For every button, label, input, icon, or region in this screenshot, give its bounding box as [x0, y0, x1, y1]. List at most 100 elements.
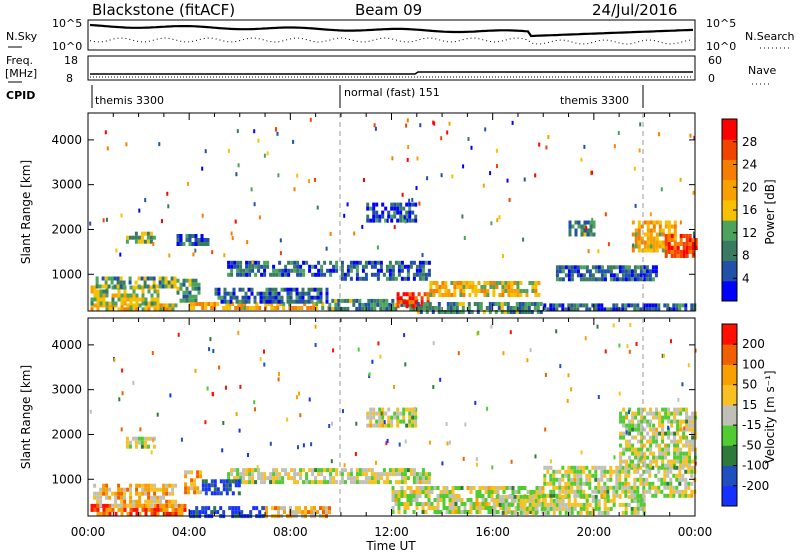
heatmap-cell [161, 219, 163, 224]
heatmap-cell [496, 510, 500, 514]
heatmap-cell [555, 506, 559, 511]
heatmap-cell [96, 293, 100, 298]
heatmap-cell [361, 480, 365, 485]
heatmap-cell [349, 480, 353, 485]
heatmap-cell [405, 210, 409, 215]
heatmap-cell [171, 483, 175, 488]
heatmap-cell [90, 289, 94, 294]
heatmap-cell [370, 264, 374, 269]
heatmap-cell [135, 293, 139, 298]
heatmap-cell [191, 234, 195, 238]
heatmap-cell [437, 310, 441, 314]
heatmap-cell [661, 459, 665, 464]
heatmap-cell [654, 273, 658, 278]
heatmap-cell [156, 297, 160, 302]
heatmap-cell [137, 235, 141, 240]
heatmap-cell [259, 295, 263, 300]
heatmap-cell [134, 239, 138, 244]
heatmap-cell [126, 293, 130, 298]
heatmap-cell [227, 260, 231, 265]
heatmap-cell [555, 502, 559, 507]
heatmap-cell [631, 435, 635, 440]
heatmap-cell [194, 298, 198, 303]
y-tick-label: 2000 [51, 427, 82, 441]
heatmap-cell [114, 495, 118, 500]
heatmap-cell [442, 490, 446, 494]
colorbar-segment [722, 220, 737, 241]
heatmap-cell [265, 291, 269, 296]
heatmap-cell [655, 236, 659, 241]
heatmap-cell [615, 307, 619, 312]
heatmap-cell [263, 153, 266, 158]
heatmap-cell [414, 304, 418, 309]
heatmap-cell [658, 224, 662, 229]
heatmap-cell [174, 483, 178, 488]
heatmap-cell [185, 298, 189, 303]
heatmap-cell [603, 506, 607, 511]
heatmap-cell [421, 486, 425, 490]
heatmap-cell [204, 483, 208, 488]
heatmap-cell [446, 441, 449, 446]
heatmap-cell [585, 303, 589, 308]
heatmap-cell [212, 349, 215, 353]
heatmap-cell [640, 415, 644, 420]
heatmap-cell [99, 289, 103, 294]
heatmap-cell [634, 244, 638, 249]
heatmap-cell [152, 436, 156, 441]
heatmap-cell [102, 483, 106, 488]
heatmap-cell [414, 415, 418, 420]
heatmap-cell [123, 491, 127, 496]
heatmap-cell [585, 510, 589, 515]
heatmap-cell [529, 490, 533, 494]
heatmap-cell [120, 495, 124, 500]
heatmap-cell [408, 218, 412, 223]
heatmap-cell [582, 273, 586, 278]
heatmap-cell [549, 493, 553, 498]
heatmap-cell [217, 291, 221, 296]
heatmap-cell [676, 250, 680, 254]
heatmap-cell [99, 503, 103, 508]
heatmap-cell [509, 310, 513, 314]
heatmap-cell [631, 443, 635, 448]
heatmap-cell [408, 210, 412, 215]
heatmap-cell [159, 487, 163, 492]
heatmap-cell [282, 306, 286, 310]
heatmap-cell [236, 272, 240, 277]
heatmap-cell [126, 487, 130, 492]
heatmap-cell [228, 483, 232, 488]
heatmap-cell [258, 306, 262, 310]
heatmap-cell [415, 472, 419, 477]
heatmap-cell [411, 197, 414, 202]
heatmap-cell [609, 269, 613, 274]
heatmap-cell [368, 372, 371, 377]
heatmap-cell [144, 507, 148, 512]
heatmap-cell [391, 156, 394, 161]
heatmap-cell [254, 272, 258, 277]
heatmap-cell [567, 510, 571, 515]
heatmap-cell [513, 494, 517, 499]
heatmap-cell [627, 465, 631, 470]
heatmap-cell [510, 510, 514, 515]
heatmap-cell [131, 436, 135, 441]
heatmap-cell [622, 407, 626, 412]
x-tick-label: 00:00 [71, 525, 106, 539]
heatmap-cell [192, 302, 196, 306]
heatmap-cell [402, 419, 406, 424]
heatmap-cell [603, 469, 607, 474]
heatmap-cell [295, 299, 299, 304]
heatmap-cell [579, 502, 583, 507]
heatmap-cell [173, 276, 177, 281]
heatmap-cell [140, 239, 144, 244]
heatmap-cell [585, 226, 588, 231]
heatmap-cell [637, 224, 641, 229]
heatmap-cell [612, 469, 616, 474]
heatmap-cell [588, 273, 592, 278]
heatmap-cell [639, 498, 643, 503]
heatmap-cell [193, 490, 197, 495]
heatmap-cell [688, 439, 692, 444]
heatmap-cell [687, 481, 691, 486]
heatmap-cell [618, 485, 622, 490]
heatmap-cell [681, 493, 685, 498]
heatmap-cell [313, 287, 317, 292]
heatmap-cell [648, 485, 652, 490]
